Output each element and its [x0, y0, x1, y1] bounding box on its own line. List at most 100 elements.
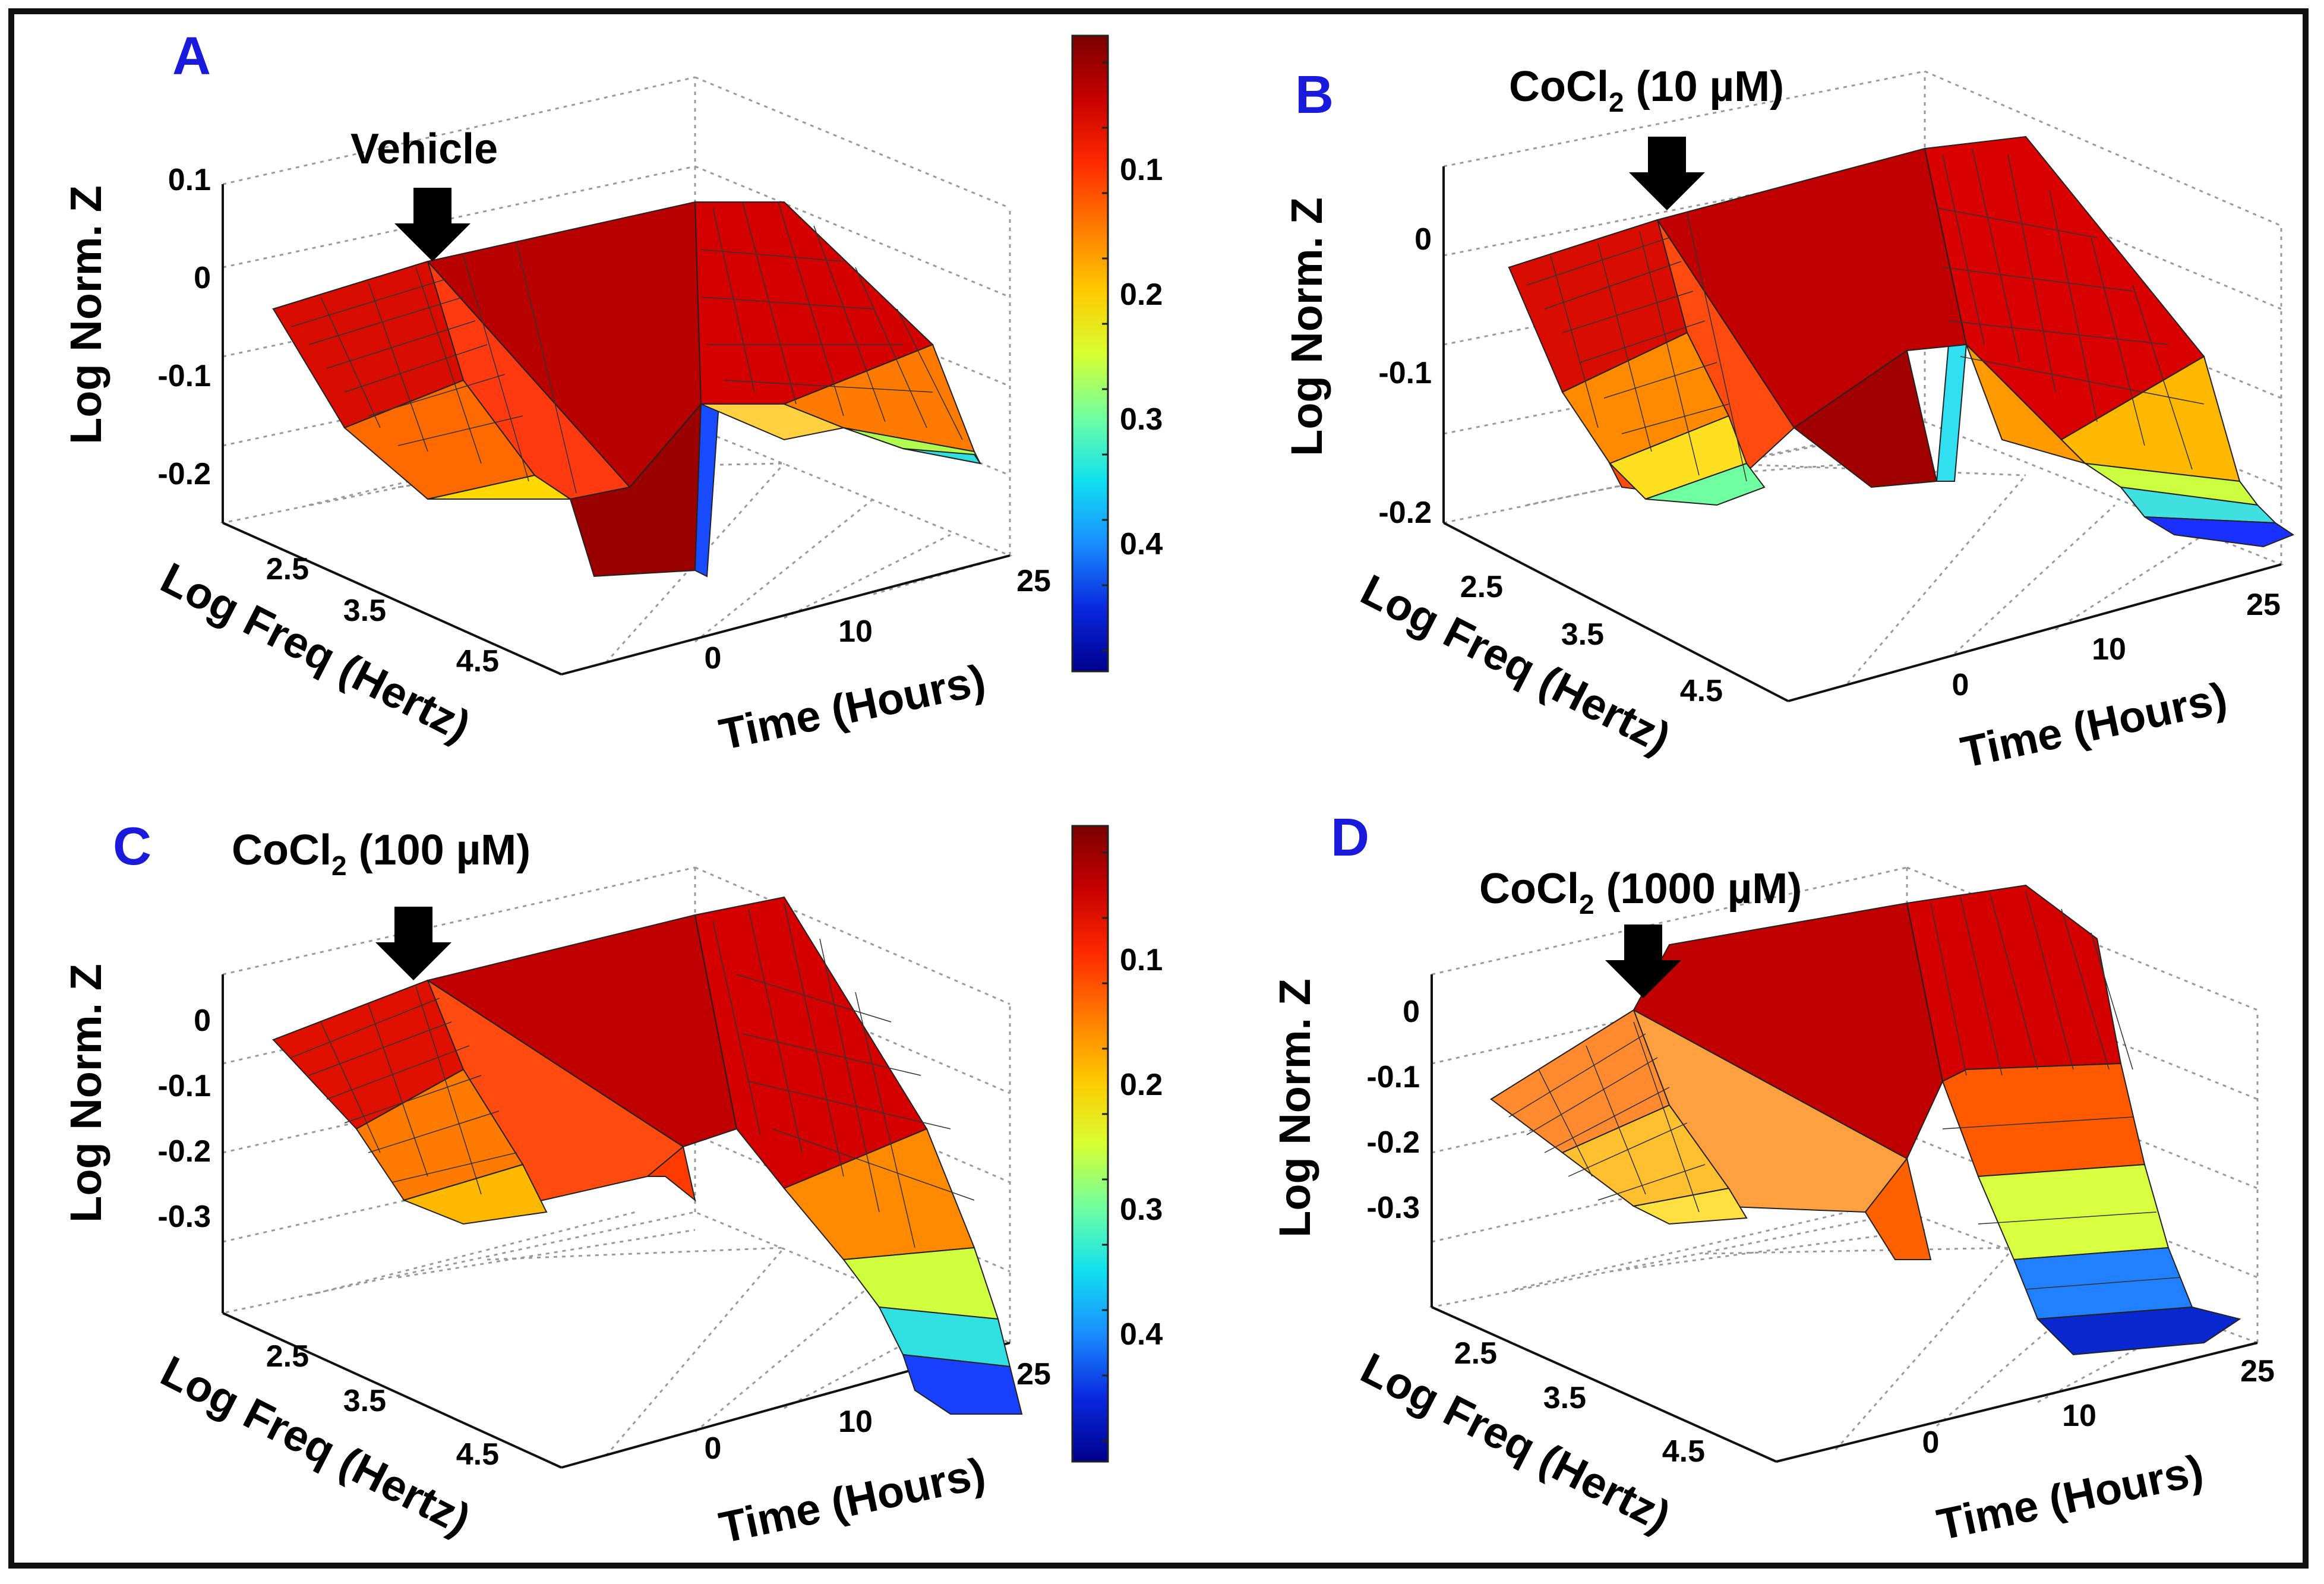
freq-ticks-c: 2.5 3.5 4.5 [266, 1339, 499, 1472]
surface-a [271, 201, 982, 578]
z-tick: -0.2 [157, 1134, 211, 1169]
annotation-c-rest: (100 µM) [347, 826, 531, 874]
z-ticks-b: 0 -0.1 -0.2 [1378, 222, 1432, 530]
cb-label: 0.4 [1120, 527, 1163, 561]
freq-axis-line-d [1431, 1306, 1777, 1463]
cb-label: 0.1 [1120, 153, 1163, 187]
surface-b [1508, 135, 2295, 548]
z-tick: -0.1 [1378, 356, 1432, 390]
surface-c [271, 896, 1023, 1415]
colorbar-gradient [1071, 825, 1109, 1463]
colorbar-gradient [1071, 34, 1109, 673]
time-axis-label-d: Time (Hours) [1933, 1445, 2208, 1550]
panel-letter-c: C [113, 817, 151, 876]
annotation-a: Vehicle [351, 125, 498, 173]
annotation-b-main: CoCl [1509, 63, 1609, 111]
time-axis-line-a [561, 554, 1011, 676]
time-axis-label-c: Time (Hours) [715, 1448, 990, 1553]
panel-letter-b: B [1295, 65, 1334, 125]
time-tick: 0 [1922, 1425, 1940, 1460]
panel-a: A Vehicle Log Norm. Z 0.1 0 -0.1 -0.2 2.… [61, 27, 1051, 759]
z-tick: 0 [194, 261, 211, 295]
time-tick: 10 [838, 1405, 873, 1439]
freq-tick: 3.5 [343, 1384, 386, 1418]
colorbar-ticks [1102, 851, 1108, 1442]
cb-label: 0.3 [1120, 1192, 1163, 1227]
freq-tick: 4.5 [456, 644, 499, 679]
colorbar-top-labels: 0.1 0.2 0.3 0.4 [1120, 153, 1163, 561]
time-axis-line-b [1788, 563, 2282, 702]
z-axis-label-b: Log Norm. Z [1282, 197, 1331, 456]
treatment-arrow-a [394, 188, 471, 261]
annotation-d-main: CoCl [1479, 865, 1579, 913]
z-tick: -0.2 [157, 457, 211, 491]
freq-tick: 4.5 [1662, 1434, 1705, 1469]
time-ticks-c: 0 10 25 [705, 1357, 1051, 1466]
annotation-c-sub: 2 [331, 850, 347, 881]
time-tick: 0 [705, 641, 722, 676]
time-tick: 25 [2240, 1354, 2275, 1389]
freq-tick: 2.5 [266, 1339, 309, 1374]
panel-letter-d: D [1331, 808, 1369, 867]
cb-label: 0.4 [1120, 1317, 1163, 1352]
freq-tick: 2.5 [266, 552, 309, 586]
colorbar-top: 0.1 0.2 0.3 0.4 [1071, 34, 1163, 673]
cb-label: 0.2 [1120, 1068, 1163, 1102]
treatment-arrow-b [1629, 137, 1705, 210]
time-axis-label-b: Time (Hours) [1957, 673, 2231, 777]
time-ticks-a: 0 10 25 [705, 564, 1051, 676]
colorbar-bottom-labels: 0.1 0.2 0.3 0.4 [1120, 943, 1163, 1352]
z-tick: -0.2 [1366, 1125, 1420, 1160]
z-tick: -0.1 [1366, 1060, 1420, 1094]
surface-d [1489, 884, 2241, 1356]
freq-tick: 3.5 [1543, 1381, 1586, 1415]
freq-tick: 4.5 [456, 1437, 499, 1472]
cb-label: 0.1 [1120, 943, 1163, 977]
freq-tick: 2.5 [1454, 1336, 1497, 1371]
z-axis-label-d: Log Norm. Z [1270, 979, 1319, 1238]
cb-label: 0.3 [1120, 402, 1163, 437]
annotation-c-main: CoCl [232, 826, 331, 874]
z-tick: 0 [1414, 222, 1432, 257]
time-ticks-b: 0 10 25 [1952, 588, 2281, 702]
annotation-d: CoCl2 (1000 µM) [1479, 865, 1802, 920]
annotation-d-rest: (1000 µM) [1594, 865, 1802, 913]
time-tick: 0 [705, 1431, 722, 1466]
annotation-b-sub: 2 [1609, 87, 1624, 118]
z-ticks-a: 0.1 0 -0.1 -0.2 [157, 163, 211, 491]
freq-tick: 3.5 [1561, 617, 1604, 652]
freq-axis-line-a [222, 522, 562, 676]
annotation-b: CoCl2 (10 µM) [1509, 63, 1784, 118]
panel-b: B CoCl2 (10 µM) Log Norm. Z 0 -0.1 -0.2 … [1282, 63, 2295, 777]
time-axis-line-d [1776, 1342, 2258, 1463]
z-tick: -0.3 [157, 1200, 211, 1234]
annotation-b-rest: (10 µM) [1624, 63, 1785, 111]
freq-axis-label-c: Log Freq (Hertz) [153, 1346, 478, 1544]
freq-tick: 3.5 [343, 594, 386, 628]
time-ticks-d: 0 10 25 [1922, 1354, 2275, 1460]
panel-letter-a: A [172, 27, 211, 86]
z-tick: 0 [1403, 995, 1420, 1029]
freq-ticks-a: 2.5 3.5 4.5 [266, 552, 499, 679]
annotation-c: CoCl2 (100 µM) [232, 826, 531, 881]
time-tick: 0 [1952, 668, 1969, 702]
freq-axis-label-d: Log Freq (Hertz) [1353, 1343, 1678, 1541]
annotation-d-sub: 2 [1579, 889, 1594, 920]
time-tick: 25 [1016, 1357, 1051, 1391]
cb-label: 0.2 [1120, 277, 1163, 312]
colorbar-ticks [1102, 61, 1108, 652]
time-tick: 10 [2092, 632, 2126, 667]
colorbar-bottom: 0.1 0.2 0.3 0.4 [1071, 825, 1163, 1463]
freq-axis-label-a: Log Freq (Hertz) [153, 553, 478, 751]
treatment-arrow-c [375, 907, 451, 980]
freq-ticks-d: 2.5 3.5 4.5 [1454, 1336, 1705, 1469]
figure-frame [8, 8, 2309, 1569]
z-tick: 0.1 [168, 163, 211, 197]
panel-d: D CoCl2 (1000 µM) Log Norm. Z 0 -0.1 -0.… [1270, 808, 2275, 1550]
treatment-arrow-d [1605, 924, 1681, 998]
time-tick: 10 [2062, 1399, 2096, 1433]
z-tick: -0.3 [1366, 1191, 1420, 1225]
z-tick: 0 [194, 1004, 211, 1038]
freq-tick: 2.5 [1460, 570, 1503, 604]
freq-ticks-b: 2.5 3.5 4.5 [1460, 570, 1723, 708]
